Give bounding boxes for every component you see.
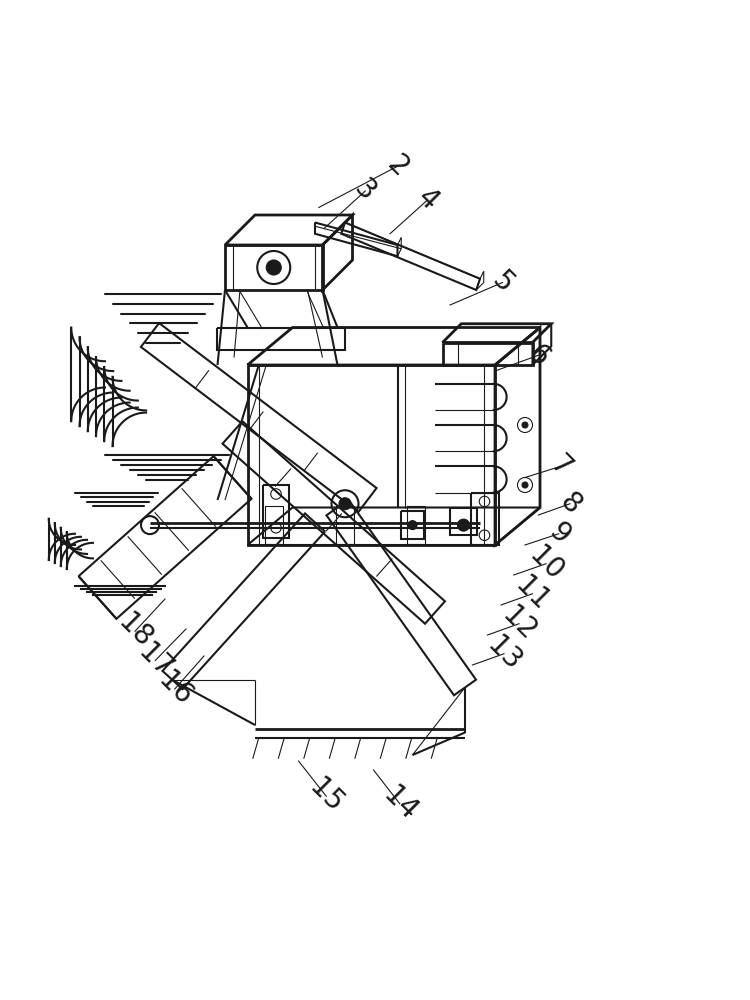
Circle shape: [266, 260, 281, 275]
Circle shape: [522, 422, 528, 428]
Text: 10: 10: [524, 541, 568, 586]
Text: 17: 17: [133, 638, 178, 683]
Circle shape: [408, 521, 417, 530]
Text: 13: 13: [482, 631, 526, 676]
Circle shape: [522, 482, 528, 488]
Text: 3: 3: [349, 175, 382, 207]
Text: 9: 9: [542, 518, 575, 550]
Text: 15: 15: [304, 774, 349, 819]
Text: 11: 11: [510, 571, 555, 616]
Text: 2: 2: [381, 150, 414, 182]
Text: 14: 14: [377, 781, 422, 826]
Text: 18: 18: [112, 609, 158, 654]
Text: 6: 6: [522, 339, 555, 371]
Text: 12: 12: [496, 601, 542, 646]
Text: 8: 8: [554, 488, 586, 520]
Circle shape: [458, 519, 470, 531]
Circle shape: [339, 498, 351, 510]
Text: 4: 4: [411, 184, 444, 216]
Text: 7: 7: [544, 450, 578, 482]
Text: 16: 16: [152, 667, 197, 711]
Text: 5: 5: [486, 266, 519, 299]
